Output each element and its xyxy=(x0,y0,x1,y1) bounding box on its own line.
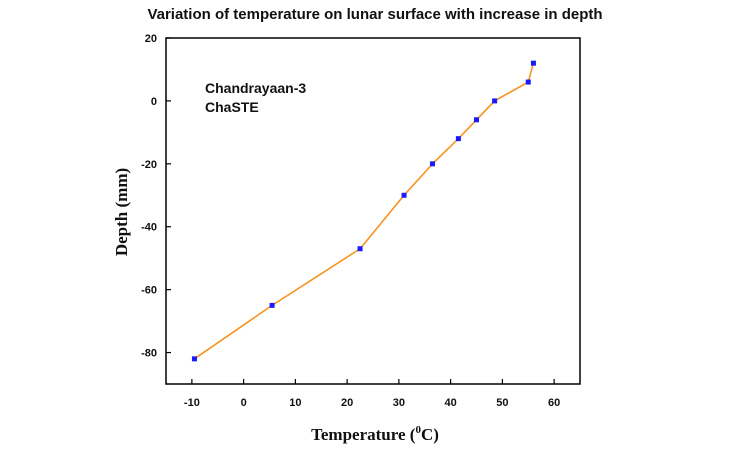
y-tick-label: -60 xyxy=(141,285,157,297)
x-tick-label: 40 xyxy=(445,397,457,409)
y-axis-label: Depth (mm) xyxy=(112,168,131,256)
data-point xyxy=(191,356,197,362)
data-point xyxy=(401,192,407,198)
x-tick-label: 50 xyxy=(496,397,508,409)
y-tick-label: 20 xyxy=(145,33,157,45)
x-tick-label: 20 xyxy=(341,397,353,409)
x-tick-label: 60 xyxy=(548,397,560,409)
y-tick-label: -20 xyxy=(141,159,157,171)
annotation-mission: Chandrayaan-3 xyxy=(205,80,306,96)
x-axis: -10 0 10 20 30 40 50 60 xyxy=(184,379,560,409)
x-tick-label: 0 xyxy=(241,397,247,409)
series-layer xyxy=(191,60,536,362)
data-point xyxy=(474,117,479,123)
annotation-instrument: ChaSTE xyxy=(205,99,259,115)
series-line xyxy=(194,62,535,360)
y-axis: 20 0 -20 -40 -60 -80 xyxy=(141,33,171,360)
data-point xyxy=(530,60,536,66)
y-tick-label: 0 xyxy=(151,96,157,108)
chart-title: Variation of temperature on lunar surfac… xyxy=(147,6,602,23)
x-axis-label: Temperature (0C) xyxy=(311,424,439,444)
x-tick-label: 10 xyxy=(289,397,301,409)
y-tick-label: -40 xyxy=(141,222,157,234)
x-tick-label: 30 xyxy=(393,397,405,409)
data-point xyxy=(525,79,531,85)
data-point xyxy=(430,161,436,167)
data-point xyxy=(357,246,363,252)
y-tick-label: -80 xyxy=(141,348,157,360)
data-point xyxy=(455,136,461,142)
plot-frame xyxy=(165,37,581,385)
data-point xyxy=(269,302,275,308)
x-tick-label: -10 xyxy=(184,397,200,409)
data-point xyxy=(492,98,498,104)
